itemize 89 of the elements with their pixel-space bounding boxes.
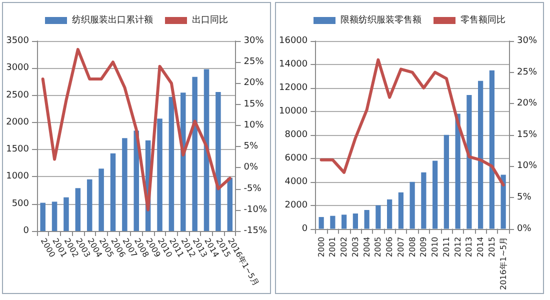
x-tick-label: 2012 xyxy=(453,236,462,258)
bar xyxy=(342,214,347,229)
y-tick-label: 1500 xyxy=(6,144,30,155)
bar xyxy=(64,197,69,231)
y-tick-label: 0 xyxy=(23,226,30,236)
x-tick-label: 2002 xyxy=(340,236,349,258)
x-tick-label: 2001 xyxy=(328,236,338,258)
x-tick-label: 2000 xyxy=(316,236,326,258)
y-tick-label: 8000 xyxy=(284,130,308,140)
y2-tick-label: 5% xyxy=(517,192,532,202)
bar xyxy=(352,214,358,229)
bar xyxy=(318,217,324,229)
bar xyxy=(432,160,438,229)
y-tick-label: 0 xyxy=(302,224,308,234)
bar xyxy=(410,182,415,229)
y2-tick-label: 10% xyxy=(517,161,538,172)
x-tick-label: 2005 xyxy=(374,236,383,258)
legend-label: 限额纺织服装零售额 xyxy=(340,14,422,26)
y-tick-label: 16000 xyxy=(278,36,308,46)
legend-label: 出口同比 xyxy=(192,14,228,26)
y2-tick-label: 15% xyxy=(517,130,538,140)
y2-tick-label: 20% xyxy=(244,78,264,88)
x-tick-label: 2006 xyxy=(385,236,394,258)
bar xyxy=(75,188,81,231)
y2-tick-label: 0% xyxy=(517,224,532,234)
legend-label: 纺织服装出口累计额 xyxy=(72,14,153,26)
x-tick-label: 2013 xyxy=(464,236,474,258)
bar xyxy=(466,94,472,229)
bar xyxy=(489,70,494,229)
y-tick-label: 3000 xyxy=(6,63,30,74)
y2-tick-label: -5% xyxy=(244,184,262,194)
y2-tick-label: 30% xyxy=(244,36,264,46)
y-tick-label: 500 xyxy=(12,198,30,209)
x-tick-label: 2004 xyxy=(362,236,372,258)
y-tick-label: 2000 xyxy=(6,117,30,128)
bar xyxy=(134,130,140,231)
bar xyxy=(364,210,370,229)
x-tick-label: 2003 xyxy=(350,236,360,258)
bar xyxy=(421,172,426,229)
y2-tick-label: 25% xyxy=(244,57,264,68)
bar xyxy=(500,174,506,229)
y2-tick-label: 5% xyxy=(244,142,258,152)
x-tick-label: 2014 xyxy=(476,236,486,258)
x-tick-label: 2008 xyxy=(408,236,417,258)
x-tick-label: 2016年1~5月 xyxy=(498,236,508,290)
bar xyxy=(227,178,233,231)
legend-label: 零售额同比 xyxy=(460,14,506,26)
bar xyxy=(168,96,174,231)
y-tick-label: 2500 xyxy=(6,90,30,100)
y-tick-label: 2000 xyxy=(284,200,308,210)
y2-tick-label: 0% xyxy=(244,162,258,173)
x-tick-label: 2015 xyxy=(487,236,496,258)
x-tick-label: 2010 xyxy=(430,236,440,258)
bar xyxy=(98,168,104,231)
y-tick-label: 14000 xyxy=(278,59,308,70)
y2-tick-label: -15% xyxy=(244,226,268,236)
y2-tick-label: -10% xyxy=(244,204,268,215)
bar xyxy=(376,205,381,229)
bar xyxy=(204,69,210,231)
bar xyxy=(180,92,186,231)
bar xyxy=(478,80,484,229)
x-tick-label: 2007 xyxy=(396,236,406,258)
bar xyxy=(110,153,116,231)
bar xyxy=(216,92,221,231)
bar xyxy=(192,76,198,231)
y-tick-label: 4000 xyxy=(284,176,308,187)
y-tick-label: 10000 xyxy=(278,106,308,116)
y-tick-label: 12000 xyxy=(278,82,308,93)
bar xyxy=(86,179,92,231)
y-tick-label: 1000 xyxy=(6,172,30,182)
y2-tick-label: 30% xyxy=(517,36,538,46)
bar xyxy=(387,199,392,229)
bar xyxy=(398,192,404,229)
y2-tick-label: 20% xyxy=(517,98,538,109)
y2-tick-label: 10% xyxy=(244,120,264,130)
y-tick-label: 6000 xyxy=(284,153,308,164)
line-series xyxy=(41,48,232,212)
y-tick-label: 3500 xyxy=(6,36,30,46)
bar xyxy=(52,202,58,231)
bar xyxy=(330,216,336,229)
y2-tick-label: 25% xyxy=(517,67,538,78)
line-series xyxy=(320,58,505,186)
y2-tick-label: 15% xyxy=(244,99,264,110)
x-tick-label: 2009 xyxy=(419,236,428,258)
x-tick-label: 2011 xyxy=(442,236,451,258)
bar xyxy=(122,138,128,231)
bar xyxy=(444,134,449,229)
bar xyxy=(157,118,162,231)
bar xyxy=(40,202,46,231)
